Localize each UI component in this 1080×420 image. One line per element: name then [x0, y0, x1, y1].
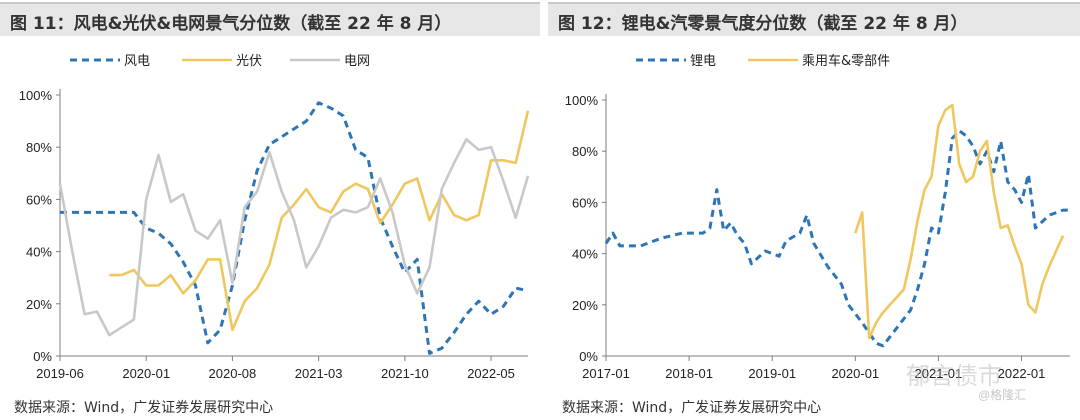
x-tick-label: 2020-01: [122, 366, 170, 381]
series-line: [109, 110, 530, 332]
x-tick-label: 2017-01: [582, 366, 630, 381]
x-tick-label: 2019-01: [748, 366, 796, 381]
x-tick-label: 2022-01: [998, 366, 1046, 381]
legend-label: 风电: [124, 54, 150, 69]
legend-label: 电网: [344, 54, 370, 69]
legend-label: 光伏: [236, 54, 262, 69]
y-tick-label: 20%: [572, 298, 598, 313]
x-tick-label: 2020-08: [209, 366, 257, 381]
series-line: [58, 138, 530, 337]
series-line: [604, 129, 1070, 348]
y-tick-label: 20%: [26, 297, 52, 312]
y-tick-label: 80%: [26, 140, 52, 155]
x-tick-label: 2020-01: [831, 366, 879, 381]
x-tick-label: 2019-06: [36, 366, 84, 381]
source-note: 数据来源：Wind，广发证券发展研究中心: [14, 400, 274, 416]
y-tick-label: 60%: [26, 192, 52, 207]
source-note: 数据来源：Wind，广发证券发展研究中心: [562, 400, 822, 416]
chart-title: 图 11：风电&光伏&电网景气分位数（截至 22 年 8 月）: [10, 14, 452, 34]
y-tick-label: 100%: [565, 93, 599, 108]
y-tick-label: 40%: [572, 247, 598, 262]
y-tick-label: 0%: [579, 349, 598, 364]
watermark-text: 郁言债市: [906, 362, 1002, 390]
line-chart-wind-solar-grid: 0% 20% 40% 60% 80% 100% 2019-06 2020-01 2020-08 2…: [19, 54, 530, 381]
y-tick-label: 60%: [572, 195, 598, 210]
chart-panel-right: 图 12：锂电&汽零景气度分位数（截至 22 年 8 月） 0% 20% 40% 60…: [548, 0, 1080, 420]
x-tick-label: 2018-01: [665, 366, 713, 381]
x-tick-label: 2021-03: [295, 366, 343, 381]
x-tick-label: 2021-01: [915, 366, 963, 381]
legend-label: 乘用车&零部件: [802, 53, 890, 69]
chart-title: 图 12：锂电&汽零景气度分位数（截至 22 年 8 月）: [558, 14, 968, 34]
chart-title-bar: 图 12：锂电&汽零景气度分位数（截至 22 年 8 月）: [548, 2, 1080, 36]
series-line: [60, 101, 529, 355]
y-tick-label: 100%: [19, 88, 53, 103]
legend-label: 锂电: [690, 54, 716, 69]
chart-panel-left: 图 11：风电&光伏&电网景气分位数（截至 22 年 8 月） 0% 20% 40%…: [0, 2, 540, 416]
watermark-sub: @格隆汇: [978, 388, 1027, 402]
chart-title-bar: 图 11：风电&光伏&电网景气分位数（截至 22 年 8 月）: [0, 2, 540, 36]
watermark: 郁言债市 @格隆汇: [906, 356, 1076, 402]
y-tick-label: 40%: [26, 245, 52, 260]
x-tick-label: 2021-10: [381, 366, 429, 381]
line-chart-lithium-autoparts: 0% 20% 40% 60% 80% 100% 2017-01 2018-01 2019-01 2…: [565, 53, 1070, 381]
series-line: [854, 103, 1065, 340]
y-tick-label: 80%: [572, 144, 598, 159]
x-tick-label: 2022-05: [467, 366, 515, 381]
y-tick-label: 0%: [33, 349, 52, 364]
